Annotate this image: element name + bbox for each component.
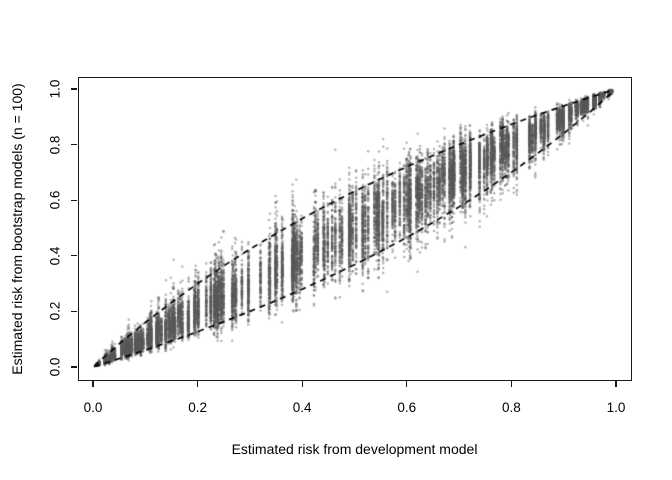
y-axis-tick (71, 143, 77, 146)
y-axis-tick (71, 310, 77, 313)
x-axis-tick-label: 0.4 (292, 400, 312, 415)
x-axis-tick-label: 0.6 (397, 400, 417, 415)
x-axis-title: Estimated risk from development model (231, 441, 478, 457)
y-axis-tick-label: 0.8 (47, 135, 63, 154)
y-axis-tick-label: 0.6 (47, 190, 63, 210)
y-axis-tick (71, 366, 77, 368)
y-axis-title: Estimated risk from bootstrap models (n … (9, 83, 25, 375)
plot-frame (78, 77, 632, 381)
y-axis-tick-label: 0.0 (47, 357, 63, 377)
y-axis-tick-label: 0.2 (47, 302, 63, 321)
x-axis-tick-label: 0.0 (83, 400, 103, 415)
y-axis-tick (71, 199, 77, 201)
x-axis-tick (615, 381, 617, 387)
x-axis-tick (301, 381, 303, 387)
x-axis-tick (406, 381, 408, 387)
x-axis-tick (196, 381, 199, 387)
y-axis-tick-label: 0.4 (47, 246, 63, 266)
x-axis-tick (510, 381, 513, 387)
x-axis-tick-label: 0.8 (502, 400, 521, 415)
x-axis-tick-label: 1.0 (606, 400, 626, 415)
x-axis-tick (92, 381, 94, 387)
y-axis-tick (71, 88, 77, 90)
x-axis-tick-label: 0.2 (188, 400, 207, 415)
y-axis-tick-label: 1.0 (47, 79, 63, 99)
y-axis-tick (71, 255, 77, 257)
